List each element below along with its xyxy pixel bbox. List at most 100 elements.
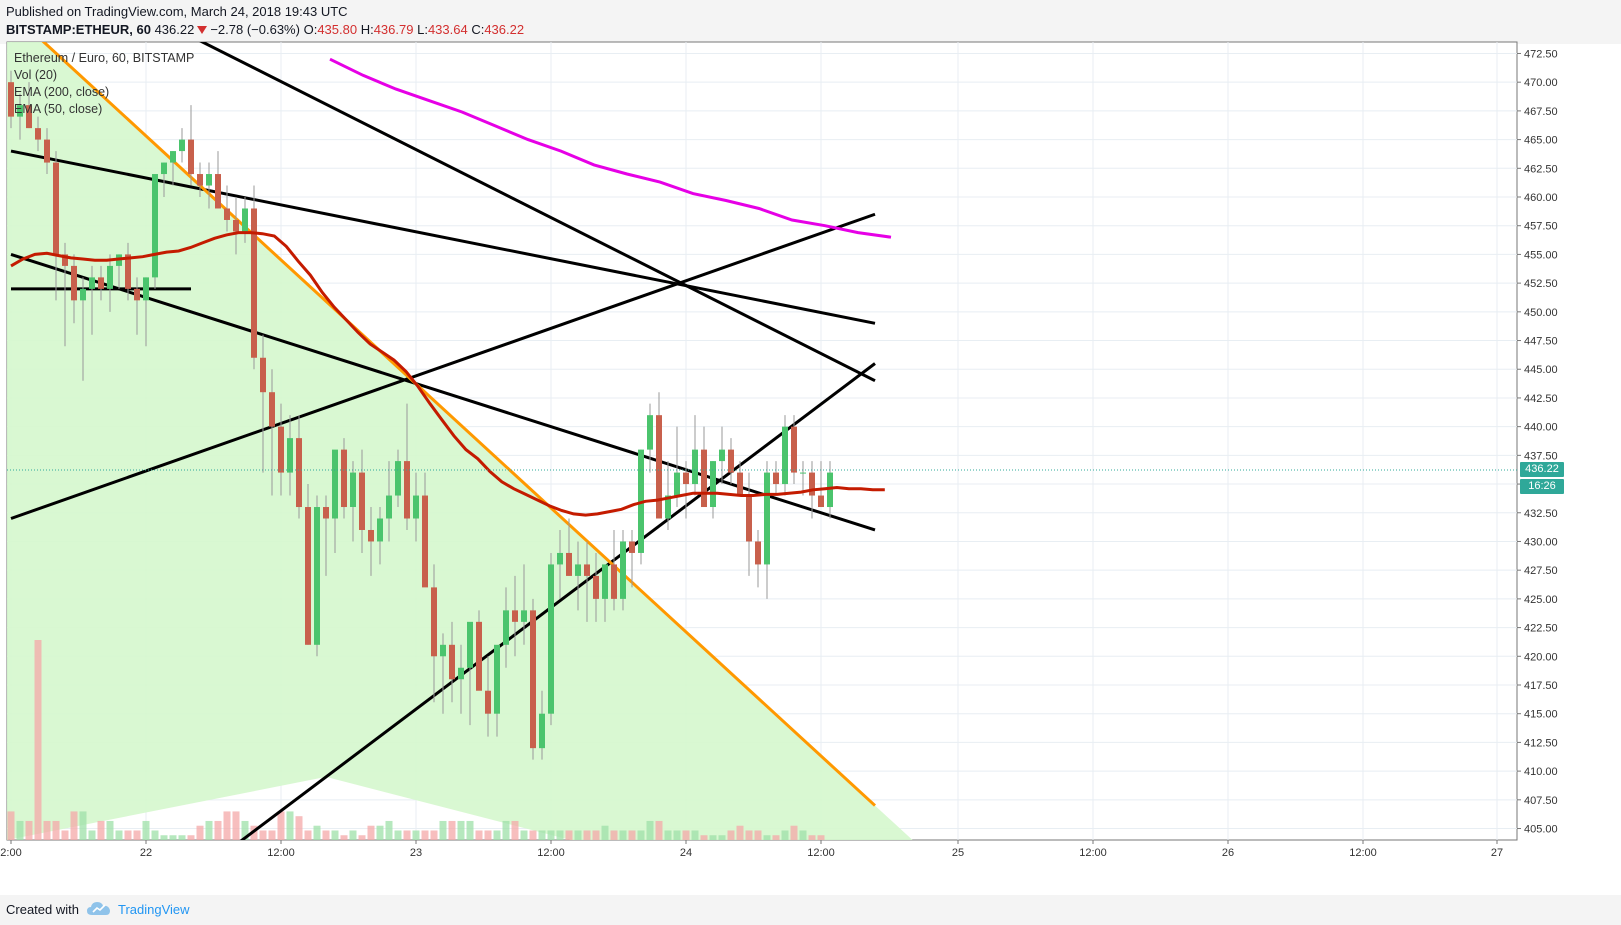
candle-body [341,449,347,508]
candle-body [773,472,779,485]
x-tick-label: 12:00 [807,847,835,859]
candle-body [449,644,455,680]
volume-bar [799,830,807,840]
volume-bar [187,835,195,840]
symbol-name[interactable]: BITSTAMP:ETHEUR, 60 [6,22,151,37]
volume-bar [664,830,672,840]
volume-bar [592,830,600,840]
volume-bar [556,830,564,840]
candle-body [692,449,698,485]
volume-bar [484,830,492,840]
volume-bar [151,830,159,840]
y-tick-label: 437.50 [1524,450,1558,462]
volume-bar [628,830,636,840]
y-tick-label: 420.00 [1524,651,1558,663]
candle-body [584,564,590,576]
candle-body [422,495,428,588]
candle-body [287,438,293,473]
legend-ema50[interactable]: EMA (50, close) [14,102,103,116]
y-tick-label: 430.00 [1524,536,1558,548]
y-tick-label: 442.50 [1524,393,1558,405]
y-tick-label: 460.00 [1524,192,1558,204]
candle-body [179,139,185,152]
volume-bar [286,811,294,840]
volume-bar [808,835,816,840]
candle-body [26,105,32,129]
close-value: 436.22 [484,22,525,37]
x-tick-label: 26 [1222,847,1234,859]
candle-body [89,277,95,289]
y-tick-label: 410.00 [1524,766,1558,778]
candle-body [170,151,176,163]
candle-body [98,277,104,289]
volume-bar [646,820,654,840]
volume-bar [619,830,627,840]
candle-body [683,472,689,485]
ema200-line [329,57,892,239]
legend-ema200[interactable]: EMA (200, close) [14,85,110,99]
candle-body [305,507,311,645]
volume-bar [727,830,735,840]
volume-bar [241,820,249,840]
candle-body [359,472,365,530]
volume-bar [475,830,483,840]
candle-body [8,82,14,117]
candle-body [404,461,410,519]
volume-bar [736,825,744,840]
price-change: −2.78 (−0.63%) [210,22,300,37]
candle-body [80,288,86,301]
down-arrow-icon [197,26,208,34]
volume-bar [682,830,690,840]
candle-body [647,415,653,450]
candle-body [566,552,572,576]
volume-bar [637,830,645,840]
tradingview-cloud-icon[interactable] [86,900,112,918]
y-tick-label: 447.50 [1524,336,1558,348]
candle-body [296,438,302,508]
volume-bar [196,825,204,840]
volume-bar [448,820,456,840]
volume-bar [817,835,825,840]
candle-body [755,541,761,565]
last-price-tag: 436.22 [1520,462,1564,478]
legend-volume[interactable]: Vol (20) [14,68,58,82]
candle-body [458,667,464,680]
countdown-tag: 16:26 [1520,479,1564,495]
volume-bar [268,830,276,840]
legend-title[interactable]: Ethereum / Euro, 60, BITSTAMP [14,51,195,65]
last-price: 436.22 [154,22,195,37]
candle-body [809,472,815,496]
volume-bar [169,835,177,840]
candle-body [17,105,23,117]
volume-bar [529,830,537,840]
candle-body [557,552,563,565]
volume-bar [304,830,312,840]
volume-bar [709,835,717,840]
candle-body [467,621,473,668]
y-tick-label: 445.00 [1524,364,1558,376]
x-tick-label: 25 [952,847,964,859]
tradingview-link[interactable]: TradingView [118,902,190,917]
candle-body [629,541,635,553]
x-tick-label: 24 [680,847,692,859]
volume-bar [430,830,438,840]
low-label: L: [417,22,428,37]
candle-body [593,575,599,599]
volume-bar [493,830,501,840]
volume-bar [394,830,402,840]
x-tick-label: 27 [1491,847,1503,859]
candle-body [719,449,725,462]
high-value: 436.79 [373,22,414,37]
candle-body [782,426,788,485]
x-tick-label: 12:00 [1349,847,1377,859]
volume-bar [358,835,366,840]
ema50-line [10,231,885,517]
candle-body [278,426,284,473]
y-tick-label: 467.50 [1524,106,1558,118]
candle-body [215,174,221,209]
symbol-line: BITSTAMP:ETHEUR, 60 436.22 −2.78 (−0.63%)… [6,22,524,37]
candle-body [548,564,554,714]
y-tick-label: 412.50 [1524,737,1558,749]
y-tick-label: 472.50 [1524,48,1558,60]
